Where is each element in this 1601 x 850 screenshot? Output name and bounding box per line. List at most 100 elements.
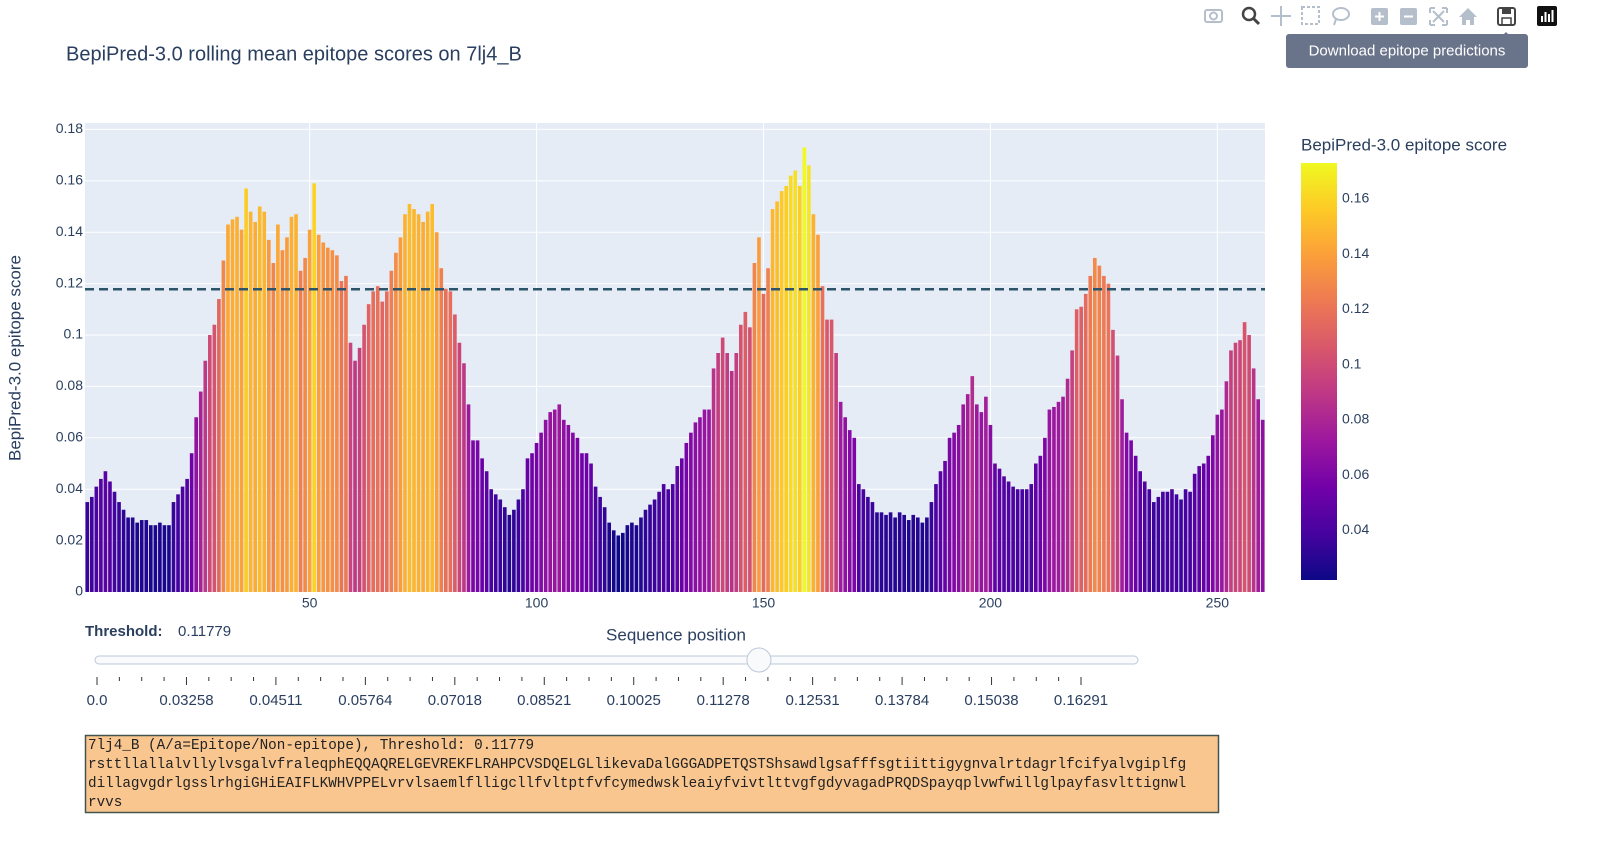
bar	[1224, 381, 1229, 592]
bar	[902, 514, 907, 592]
bar	[1192, 473, 1197, 592]
bar	[117, 502, 121, 592]
plotly-logo[interactable]	[1537, 6, 1557, 26]
bar	[734, 353, 739, 592]
bar	[552, 409, 557, 592]
zoom-button[interactable]	[1241, 6, 1261, 26]
bar	[593, 486, 598, 592]
bar	[929, 502, 934, 592]
bar	[598, 496, 602, 592]
bar	[371, 291, 376, 592]
camera-button[interactable]	[1204, 9, 1223, 23]
bar	[1183, 489, 1188, 592]
bar	[988, 424, 993, 592]
bar	[838, 401, 843, 592]
bar	[1124, 432, 1129, 592]
bar	[394, 252, 398, 592]
bar	[226, 224, 230, 592]
bar	[743, 311, 748, 592]
bar	[280, 250, 285, 592]
bar	[934, 484, 938, 592]
pan-button[interactable]	[1271, 6, 1291, 26]
bar	[866, 496, 870, 592]
bar	[153, 525, 158, 592]
bar	[788, 175, 793, 592]
bar	[906, 520, 911, 592]
bar	[1102, 275, 1106, 592]
sequence-line: rvvs	[88, 795, 122, 811]
bar	[639, 517, 643, 592]
slider-knob[interactable]	[746, 647, 772, 673]
bar	[920, 522, 925, 592]
bar	[303, 257, 307, 592]
bar	[938, 471, 943, 592]
bar	[616, 535, 621, 592]
slider-tick-label: 0.12531	[786, 692, 840, 709]
y-tick-label: 0.12	[56, 274, 83, 290]
box-select-button[interactable]	[1301, 6, 1320, 25]
bar	[1088, 275, 1093, 592]
bar	[620, 532, 625, 592]
bar	[1247, 335, 1251, 592]
bar	[571, 432, 575, 592]
bar	[539, 432, 543, 592]
colorbar-tick-label: 0.16	[1342, 190, 1369, 206]
bar	[484, 471, 489, 592]
bar	[443, 288, 448, 592]
bar	[974, 404, 979, 592]
bar	[316, 234, 321, 592]
bar	[847, 430, 852, 592]
bar	[825, 319, 829, 592]
zoom-in-button[interactable]	[1371, 8, 1388, 25]
slider: Threshold: 0.11779 0.0 0.03258 0.04511 0.05…	[85, 623, 1139, 709]
bar	[217, 299, 221, 592]
x-axis-title: Sequence position	[606, 625, 746, 644]
bar	[1074, 309, 1079, 592]
bar	[1133, 455, 1138, 592]
bar	[1238, 340, 1242, 592]
bar	[307, 229, 312, 592]
autoscale-button[interactable]	[1429, 7, 1448, 26]
bar	[439, 268, 444, 592]
bar	[657, 491, 661, 592]
download-button[interactable]	[1497, 7, 1516, 26]
slider-tick-label: 0.16291	[1054, 692, 1108, 709]
bar	[403, 214, 407, 592]
bar	[675, 466, 680, 592]
y-tick-label: 0.18	[56, 120, 83, 136]
bar	[94, 486, 99, 592]
bar	[761, 293, 766, 592]
slider-track[interactable]	[94, 655, 1139, 665]
bar	[1015, 489, 1020, 592]
bar	[1142, 481, 1147, 592]
bar	[829, 319, 834, 592]
bar	[702, 409, 707, 592]
lasso-button[interactable]	[1332, 7, 1350, 26]
colorbar-tick-label: 0.12	[1342, 300, 1369, 316]
bar	[589, 463, 593, 592]
bar	[666, 489, 671, 592]
reset-button[interactable]	[1459, 8, 1477, 25]
bar	[1215, 414, 1220, 592]
bar	[480, 458, 484, 592]
y-tick-label: 0.08	[56, 377, 83, 393]
bar	[911, 514, 916, 592]
bar	[380, 301, 385, 592]
bar	[325, 247, 330, 592]
bar	[993, 463, 997, 592]
bar	[1242, 322, 1247, 592]
bar	[1111, 329, 1115, 592]
bar	[879, 512, 884, 592]
bar	[344, 275, 348, 592]
zoom-out-button[interactable]	[1400, 8, 1417, 25]
bar	[630, 522, 634, 592]
slider-tick-label: 0.11278	[697, 692, 750, 709]
bar	[1061, 396, 1065, 592]
bar	[1201, 463, 1206, 592]
y-tick-label: 0.14	[56, 223, 83, 239]
slider-label: Threshold:	[85, 623, 163, 640]
sequence-box-frame	[84, 734, 1220, 814]
bar	[856, 484, 861, 592]
bar	[1056, 401, 1061, 592]
sequence-header: 7lj4_B (A/a=Epitope/Non-epitope), Thresh…	[88, 738, 534, 754]
